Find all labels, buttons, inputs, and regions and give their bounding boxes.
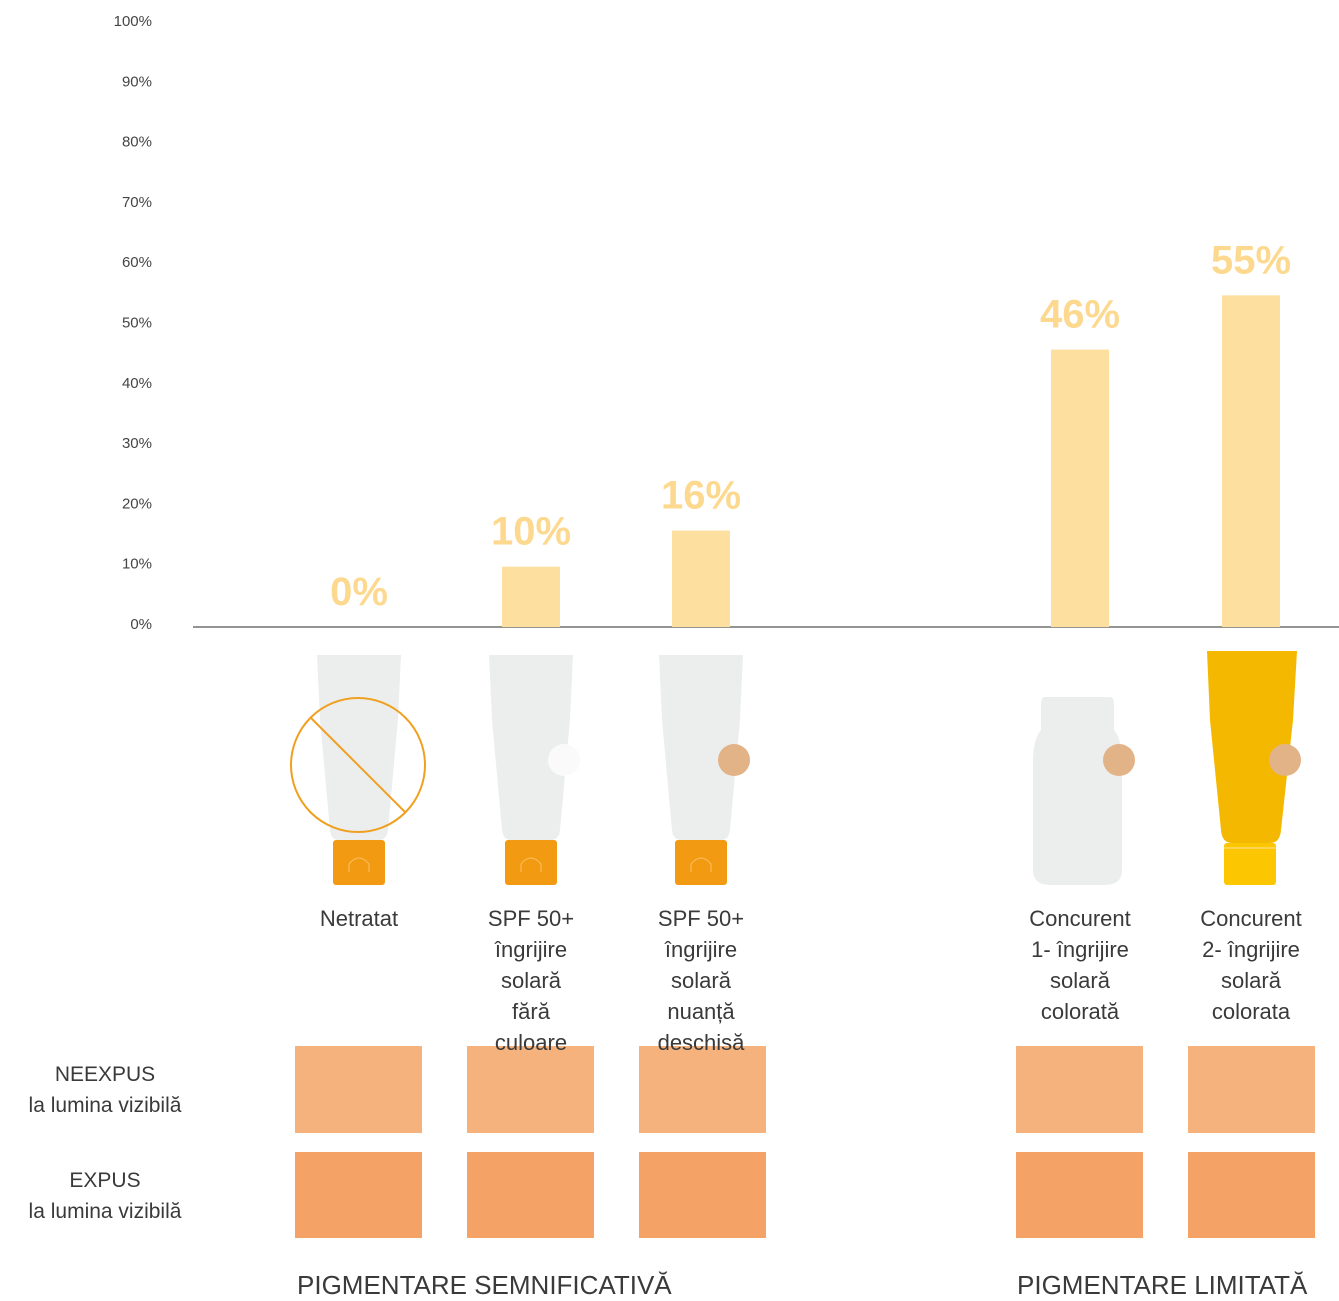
shade-dot [1269,744,1301,776]
tube-cap [1224,843,1276,885]
x-tick-label: Netratat [319,906,399,931]
tube-body [659,655,743,840]
x-tick-label: SPF 50+ îngrijire solară fără culoare [487,906,575,1055]
skin-exposed [295,1152,422,1238]
group-label: PIGMENTARE LIMITATĂ [1017,1270,1308,1300]
skin-unexposed [295,1046,422,1133]
shade-dot [1103,744,1135,776]
y-tick-label: 20% [122,495,152,512]
bar [1222,295,1280,627]
skin-unexposed [467,1046,594,1133]
bar [672,530,730,627]
skin-exposed [639,1152,766,1238]
x-tick-label: SPF 50+ îngrijire solară nuanță deschisă [657,906,745,1055]
y-tick-label: 0% [130,616,152,633]
y-tick-label: 80% [122,134,152,151]
skin-unexposed [639,1046,766,1133]
tube-cap [505,840,557,885]
no-sign [290,697,426,833]
shade-dot [718,744,750,776]
y-tick-label: 40% [122,375,152,392]
bar [1051,349,1109,627]
group-label: PIGMENTARE SEMNIFICATIVĂ [297,1270,672,1300]
cap-detail [520,857,542,872]
tube-body [317,655,401,840]
value-label: 55% [1211,238,1291,282]
no-sign-slash [310,717,406,813]
bar [502,566,560,627]
row-label: EXPUS la lumina vizibilă [28,1169,182,1223]
y-tick-label: 60% [122,254,152,271]
skin-exposed [1016,1152,1143,1238]
tube-cap [333,840,385,885]
row-label: NEEXPUS la lumina vizibilă [28,1063,182,1117]
y-tick-label: 50% [122,314,152,331]
skin-unexposed [1188,1046,1315,1133]
tube-cap [675,840,727,885]
tube-body [1207,651,1297,843]
value-label: 10% [491,510,571,554]
skin-unexposed [1016,1046,1143,1133]
y-tick-label: 10% [122,556,152,573]
y-tick-label: 90% [122,73,152,90]
x-tick-label: Concurent 1- îngrijire solară colorată [1029,906,1131,1024]
shade-dot [548,744,580,776]
skin-exposed [1188,1152,1315,1238]
value-label: 16% [661,474,741,518]
x-tick-label: Concurent 2- îngrijire solară colorata [1200,906,1302,1024]
bottle [1033,697,1122,885]
skin-exposed [467,1152,594,1238]
cap-detail [348,857,370,872]
value-label: 0% [330,570,388,614]
y-tick-label: 100% [114,13,152,30]
cap-detail [690,857,712,872]
tube-body [489,655,573,840]
value-label: 46% [1040,293,1120,337]
y-tick-label: 70% [122,194,152,211]
y-tick-label: 30% [122,435,152,452]
